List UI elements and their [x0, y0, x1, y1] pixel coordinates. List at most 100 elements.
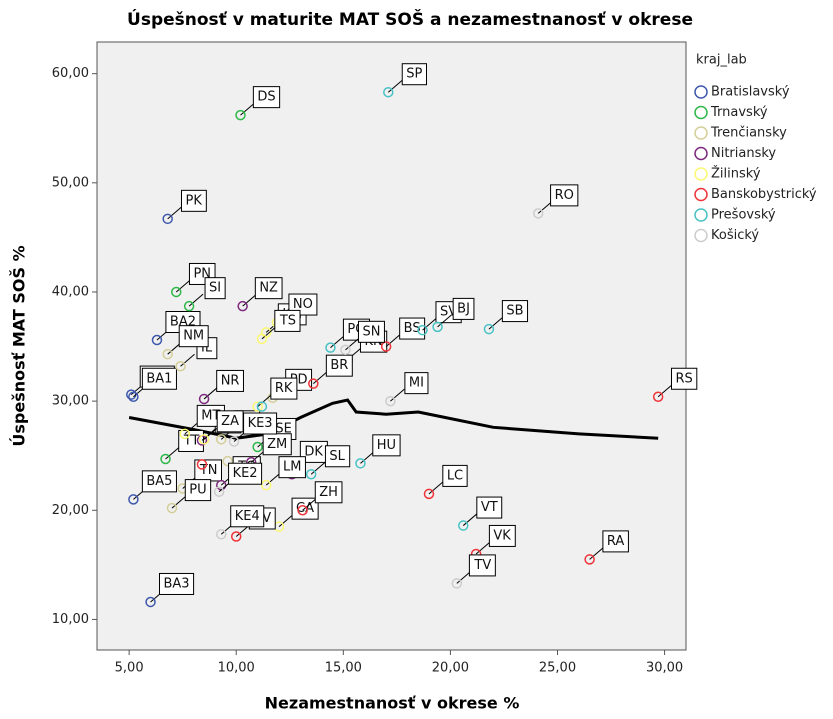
point [385, 395, 396, 407]
label-box [278, 456, 306, 479]
legend-marker [694, 228, 708, 243]
legend-title: kraj_lab [696, 53, 747, 68]
label-leader [475, 541, 491, 555]
point [652, 391, 664, 403]
x-axis-title: Nezamestnanosť v okrese % [265, 694, 520, 713]
point-label: VK [493, 528, 511, 543]
point [175, 360, 186, 372]
point [260, 479, 272, 491]
label-box [262, 433, 292, 456]
label-box [372, 434, 401, 457]
point [256, 333, 268, 345]
label-box [314, 481, 343, 504]
point-label: PU [189, 483, 206, 498]
point-label: KE4 [235, 509, 260, 524]
point-label: NZ [259, 281, 278, 296]
y-tick-label: 30,00 [52, 394, 89, 409]
label-box [252, 86, 281, 109]
legend-marker [694, 208, 708, 222]
label-box [488, 524, 516, 547]
point-label: RA [607, 534, 625, 549]
label-leader [537, 200, 553, 214]
label-leader [488, 316, 504, 330]
label-box [357, 320, 385, 343]
point [228, 436, 240, 447]
y-tick-label: 40,00 [52, 284, 89, 299]
point-label: ZA [221, 414, 239, 429]
point [160, 453, 171, 465]
label-leader [188, 293, 204, 307]
legend-marker [694, 126, 708, 140]
point [198, 434, 210, 445]
point-label: SP [406, 67, 422, 82]
legend-label: Prešovský [711, 208, 776, 223]
point-label: BS [404, 321, 421, 336]
label-leader [387, 79, 403, 93]
point [305, 469, 317, 480]
point-label: ZH [319, 485, 338, 500]
point-label: SE [275, 421, 291, 436]
y-tick-label: 10,00 [52, 612, 89, 627]
label-box [442, 464, 468, 487]
point-label: SN [362, 324, 380, 339]
point-label: SL [329, 449, 345, 464]
point [432, 321, 443, 333]
x-tick-label: 30,00 [646, 661, 683, 676]
legend-marker [694, 167, 708, 181]
point [237, 300, 248, 312]
x-tick-label: 10,00 [218, 661, 255, 676]
point [584, 554, 595, 565]
label-box [501, 300, 529, 323]
point-label: RK [275, 381, 293, 396]
point-label: DS [257, 90, 275, 105]
point [308, 378, 319, 389]
label-leader [242, 293, 257, 307]
point-label: NM [183, 329, 204, 344]
label-leader [165, 446, 180, 460]
point [183, 300, 195, 312]
point [297, 505, 308, 516]
label-box [550, 184, 579, 207]
point-label: MT [201, 408, 220, 423]
label-leader [360, 450, 375, 464]
point-label: NR [221, 373, 240, 388]
point [198, 393, 210, 405]
x-tick-label: 20,00 [432, 661, 469, 676]
label-leader [240, 102, 255, 116]
legend-marker [694, 187, 708, 202]
label-box [325, 354, 353, 377]
point-label: HU [377, 438, 396, 453]
point-label: VT [481, 500, 498, 515]
label-box [401, 63, 427, 86]
label-box [178, 325, 209, 348]
point-label: DK [304, 444, 323, 459]
point [215, 529, 227, 540]
label-leader [437, 314, 452, 328]
point [162, 348, 173, 360]
point [325, 342, 336, 353]
point-label: TN [199, 463, 218, 478]
label-leader [180, 353, 195, 367]
label-leader [201, 428, 217, 441]
label-leader [167, 206, 183, 220]
point [222, 455, 233, 467]
point-label: TV [473, 558, 491, 573]
x-tick-label: 15,00 [325, 661, 362, 676]
legend-marker [694, 85, 708, 99]
label-leader [385, 334, 401, 347]
y-tick-label: 20,00 [52, 503, 89, 518]
point-label: PK [185, 193, 202, 208]
point [230, 531, 242, 542]
point [423, 488, 435, 500]
x-tick-label: 25,00 [539, 661, 576, 676]
label-leader [257, 394, 272, 407]
point-label: LM [283, 460, 301, 475]
legend-label: Žilinský [711, 166, 761, 182]
label-leader [203, 426, 219, 440]
point [151, 334, 163, 346]
label-box [404, 372, 429, 395]
point [213, 486, 225, 497]
label-box [230, 505, 265, 528]
y-tick-label: 50,00 [52, 175, 89, 190]
